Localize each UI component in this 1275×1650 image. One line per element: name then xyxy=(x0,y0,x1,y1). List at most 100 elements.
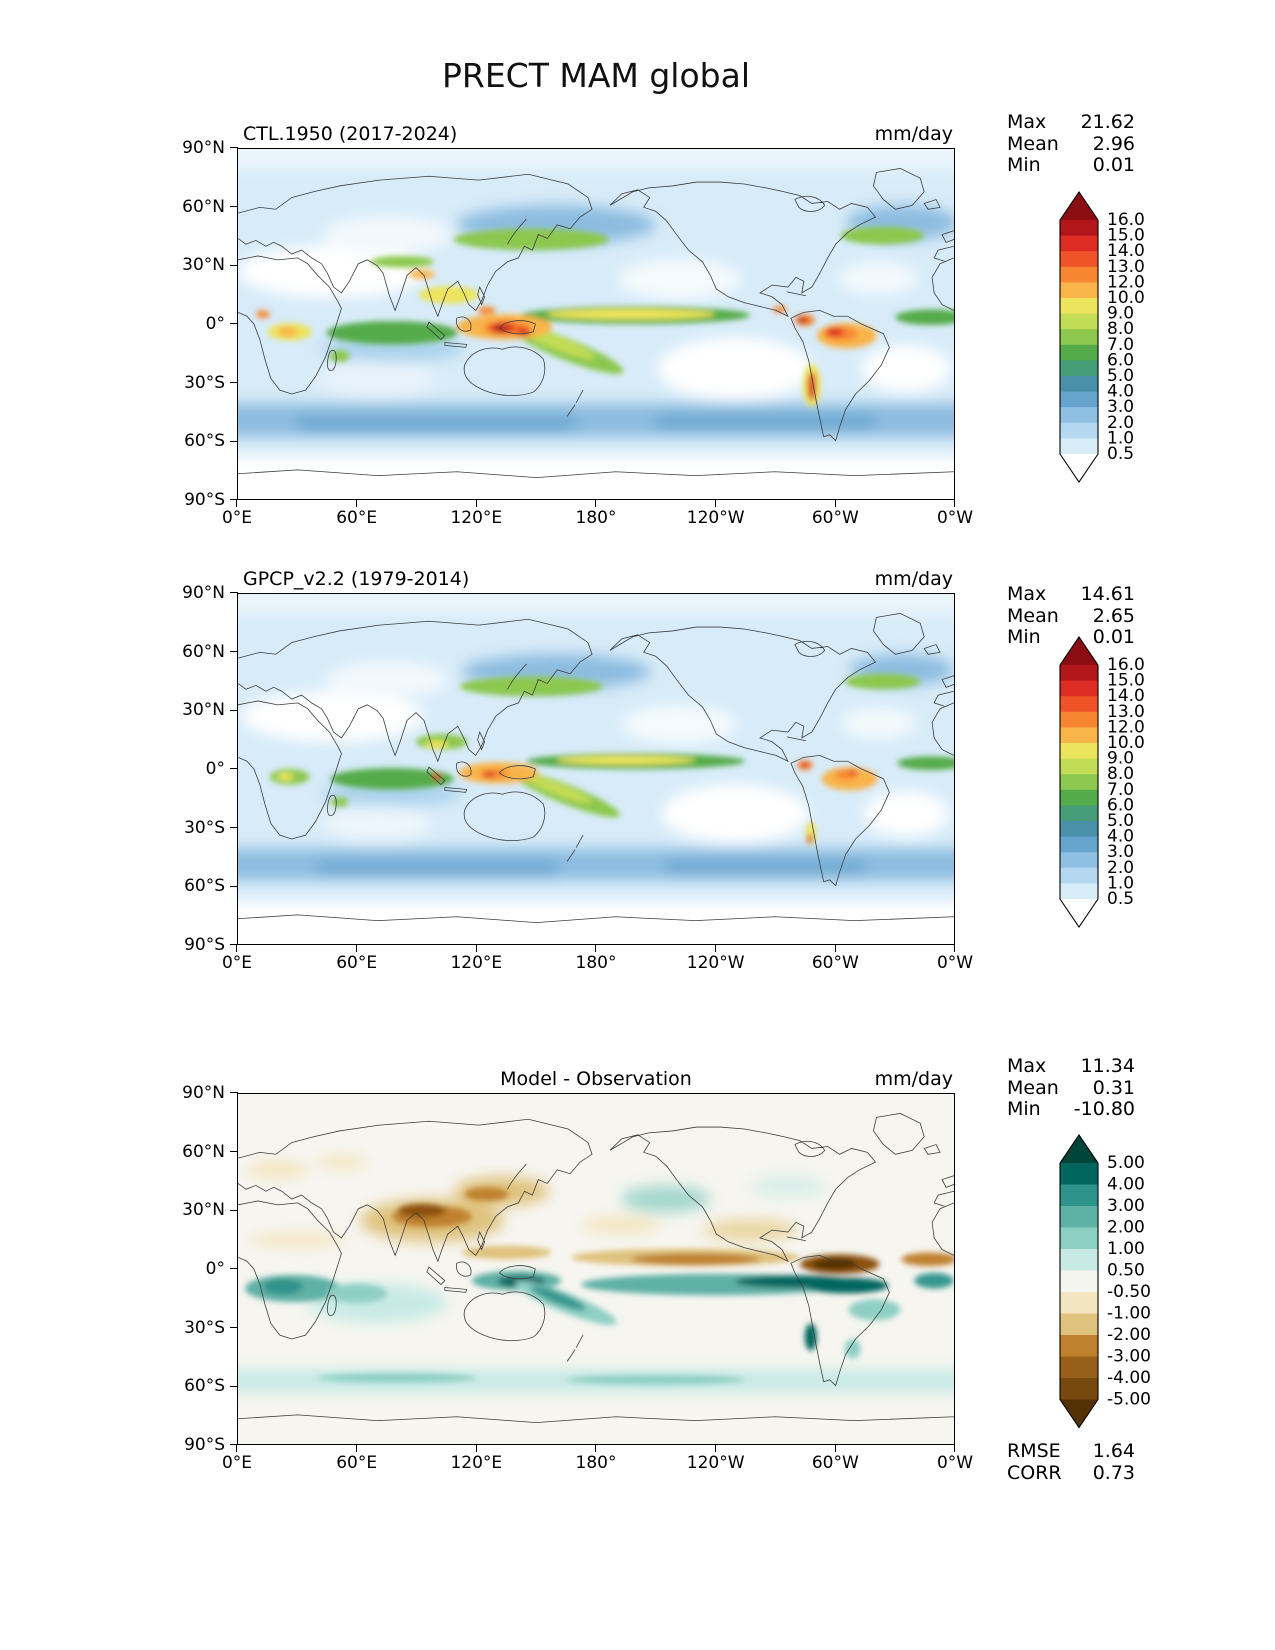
colorbar-tick-label: 7.0 xyxy=(1107,335,1134,355)
colorbar-tick-label: 12.0 xyxy=(1107,272,1145,292)
precip-field-broad xyxy=(238,594,954,944)
lon-tick-label-1: 60°E xyxy=(336,508,378,528)
figure-title: PRECT MAM global xyxy=(441,56,751,95)
lat-axis-model: 90°N 60°N 30°N 0° 30°S 60°S 90°S xyxy=(158,138,238,510)
colorbar-tick-label: 1.00 xyxy=(1107,1239,1145,1259)
lon-tick-label-3: 180° xyxy=(575,953,617,973)
panel-header-diff: Model - Observation mm/day xyxy=(237,1063,955,1090)
colorbar-tick-label: 4.0 xyxy=(1107,827,1134,847)
lon-tick-label-2: 120°E xyxy=(450,953,503,973)
colorbar-tick-label: 5.0 xyxy=(1107,366,1134,386)
tick-mark xyxy=(714,944,716,952)
map-obs xyxy=(238,594,954,944)
map-diff xyxy=(238,1094,954,1444)
tick-mark xyxy=(230,264,238,266)
panel-header-obs: GPCP_v2.2 (1979-2014) mm/day xyxy=(237,563,955,590)
map-panel-diff: 90°N 60°N 30°N 0° 30°S 60°S 90°S 0°E 60°E 120°E 1… xyxy=(182,1083,973,1473)
colorbar-tick-label: 6.0 xyxy=(1107,795,1134,815)
stats-model: Max 21.62 Mean 2.96 Min 0.01 xyxy=(1007,111,1135,177)
lat-tick-label-5: 60°S xyxy=(184,1376,225,1397)
stat-label: Max xyxy=(1007,1055,1047,1077)
colorbar-tick-label: 16.0 xyxy=(1107,210,1145,230)
lat-tick-label-4: 30°S xyxy=(184,1317,225,1338)
colorbar-tick-label: 3.00 xyxy=(1107,1196,1145,1216)
tick-mark xyxy=(595,944,597,952)
stats-obs: Max 14.61 Mean 2.65 Min 0.01 xyxy=(1007,583,1135,649)
lat-tick-label-3: 0° xyxy=(205,759,225,779)
stats-diff: Max 11.34 Mean 0.31 Min -10.80 xyxy=(1007,1055,1135,1121)
stat-label: Min xyxy=(1007,626,1041,648)
colorbar-tick-label: -4.00 xyxy=(1107,1368,1151,1388)
lat-tick-label-1: 60°N xyxy=(182,1141,225,1162)
lat-tick-label-2: 30°N xyxy=(182,700,225,721)
colorbar-tick-label: 5.0 xyxy=(1107,811,1134,831)
lon-tick-label-0: 0°E xyxy=(221,1453,253,1473)
colorbar-tick-label: 8.0 xyxy=(1107,764,1134,784)
tick-mark xyxy=(355,1444,357,1452)
colorbar-tick-label: 3.0 xyxy=(1107,397,1134,417)
lat-tick-label-3: 0° xyxy=(205,1259,225,1279)
colorbar-tick-label: -3.00 xyxy=(1107,1347,1151,1367)
colorbar-tick-label: -0.50 xyxy=(1107,1282,1151,1302)
colorbar-tick-label: 10.0 xyxy=(1107,288,1145,308)
stat-value: 0.01 xyxy=(1092,626,1135,648)
metric-value: 0.73 xyxy=(1092,1461,1135,1484)
tick-mark xyxy=(834,499,836,507)
tick-mark xyxy=(230,1385,238,1387)
metric-label: CORR xyxy=(1007,1461,1062,1484)
lon-tick-label-3: 180° xyxy=(575,1453,617,1473)
stat-value: 14.61 xyxy=(1080,583,1135,605)
colorbar-tick-label: 4.00 xyxy=(1107,1175,1145,1195)
lon-tick-label-5: 60°W xyxy=(811,1453,859,1473)
tick-mark xyxy=(230,1092,238,1094)
metrics-diff: RMSE 1.64 CORR 0.73 xyxy=(1007,1440,1135,1484)
tick-mark xyxy=(475,1444,477,1452)
lon-tick-label-5: 60°W xyxy=(811,508,859,528)
colorbar-tick-label: -5.00 xyxy=(1107,1390,1151,1410)
colorbar-tick-label: 16.0 xyxy=(1107,655,1145,675)
lon-tick-label-1: 60°E xyxy=(336,1453,378,1473)
colorbar-svg: 16.015.014.013.012.010.09.08.07.06.05.04… xyxy=(1059,636,1145,928)
tick-mark xyxy=(230,592,238,594)
lon-tick-label-1: 60°E xyxy=(336,953,378,973)
stat-value: 0.31 xyxy=(1092,1076,1135,1099)
lon-tick-label-0: 0°E xyxy=(221,508,253,528)
lon-tick-label-6: 0°W xyxy=(936,953,974,973)
lon-tick-label-2: 120°E xyxy=(450,1453,503,1473)
tick-mark xyxy=(355,499,357,507)
stat-label: Mean xyxy=(1007,132,1059,155)
tick-mark xyxy=(230,1150,238,1152)
tick-mark xyxy=(834,944,836,952)
tick-mark xyxy=(355,944,357,952)
stat-label: Max xyxy=(1007,111,1047,133)
colorbar-tick-label: 2.0 xyxy=(1107,858,1134,878)
colorbar-model: 16.0 15.0 14.0 13.0 12.0 10.0 9.0 8.0 7.0 6.0 5.0 4… xyxy=(1058,188,1178,490)
tick-mark xyxy=(230,1444,238,1446)
precip-field-tropics xyxy=(255,226,954,407)
colorbar-tick-label: 1.0 xyxy=(1107,428,1134,448)
lon-tick-label-3: 180° xyxy=(575,508,617,528)
colorbar-tick-label: 0.5 xyxy=(1107,889,1134,909)
stat-value: 11.34 xyxy=(1080,1055,1135,1077)
tick-mark xyxy=(230,768,238,770)
tick-mark xyxy=(230,381,238,383)
colorbar-tick-label: 13.0 xyxy=(1107,702,1145,722)
lat-tick-label-5: 60°S xyxy=(184,431,225,452)
stat-label: Mean xyxy=(1007,1076,1059,1099)
lon-axis-obs: 0°E 60°E 120°E 180° 120°W 60°W 0°W xyxy=(222,944,973,976)
stat-label: Mean xyxy=(1007,604,1059,627)
lat-tick-label-3: 0° xyxy=(205,314,225,334)
colorbar-obs: 16.0 15.0 14.0 13.0 12.0 10.0 9.0 8.0 7.0 6.0 5.0 4… xyxy=(1058,633,1178,935)
tick-mark xyxy=(230,650,238,652)
tick-mark xyxy=(230,944,238,946)
lat-tick-label-0: 90°N xyxy=(182,1083,225,1103)
lon-tick-label-0: 0°E xyxy=(221,953,253,973)
colorbar-tick-label: 15.0 xyxy=(1107,226,1145,246)
metric-value: 1.64 xyxy=(1092,1440,1135,1462)
panel-header-model: CTL.1950 (2017-2024) mm/day xyxy=(237,118,955,145)
colorbar-tick-label: 7.0 xyxy=(1107,780,1134,800)
colorbar-tick-label: 1.0 xyxy=(1107,873,1134,893)
colorbar-tick-label: 13.0 xyxy=(1107,257,1145,277)
lat-tick-label-2: 30°N xyxy=(182,255,225,276)
lat-tick-label-6: 90°S xyxy=(184,935,225,955)
